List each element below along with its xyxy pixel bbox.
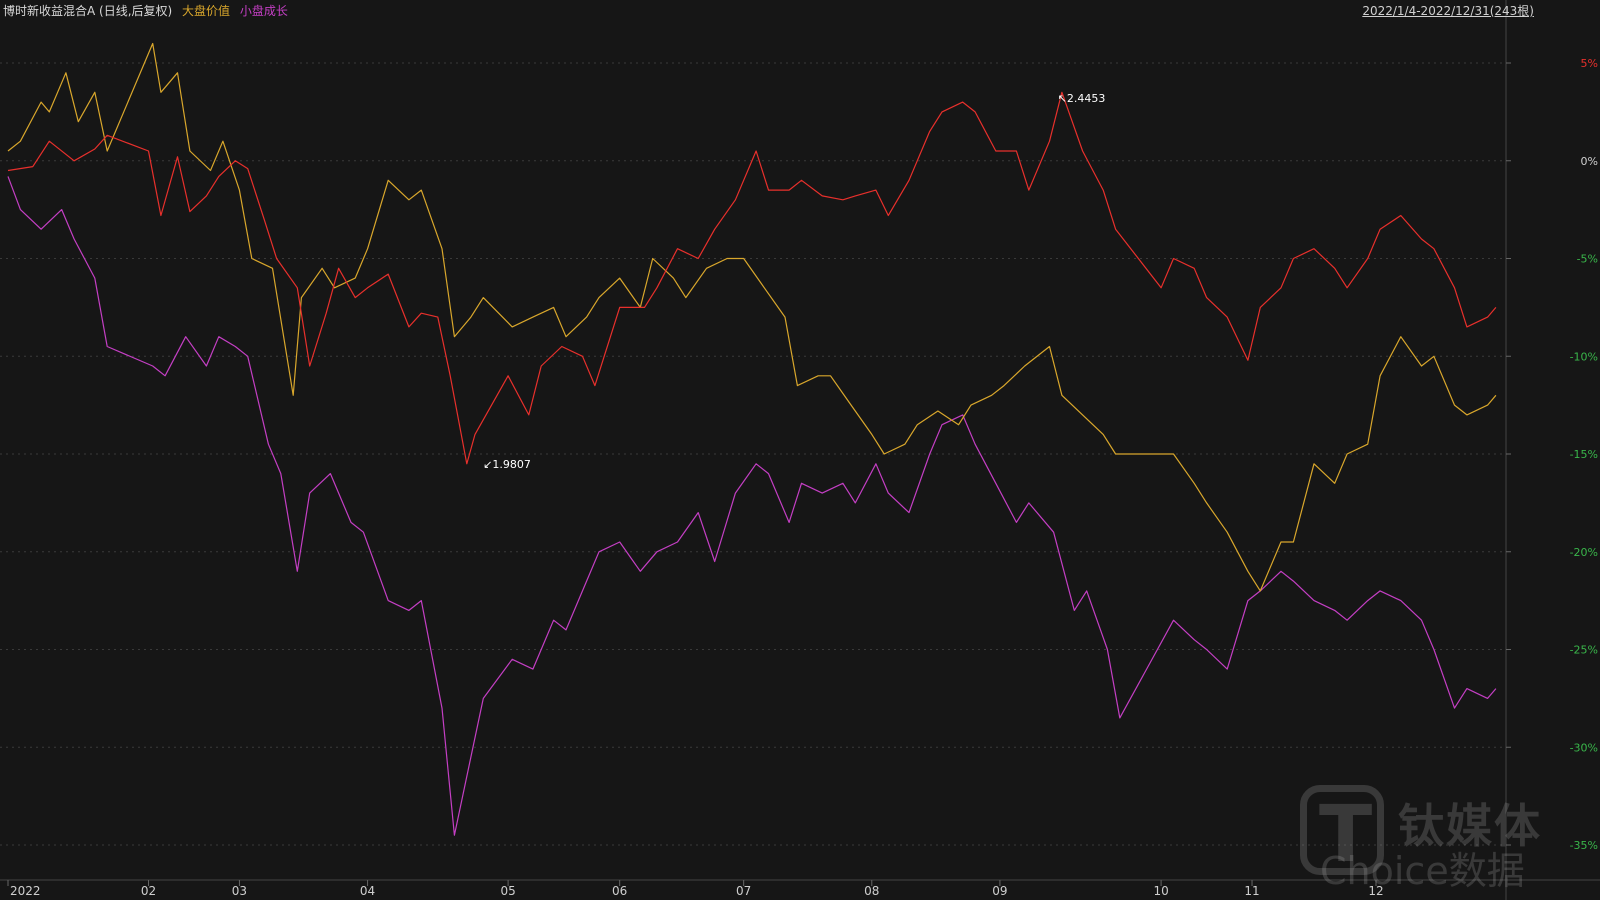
legend-row: 博时新收益混合A (日线,后复权) 大盘价值 小盘成长: [3, 2, 294, 19]
y-axis: 5% 0% -5% -10% -15% -20% -25% -30% -35%: [1505, 0, 1598, 900]
watermark-sub: Choice数据: [1320, 849, 1525, 893]
series-line-2: [7, 176, 1497, 836]
y-tick-label: -25%: [1570, 644, 1598, 657]
y-tick-label: 5%: [1581, 57, 1598, 70]
value-annotations: ↖2.4453 ↙1.9807: [483, 92, 1105, 471]
x-axis: 2022 02 03 04 05 06 07 08 09 10 11 12: [0, 879, 1600, 898]
series-lines: [7, 42, 1497, 836]
x-tick-label: 02: [141, 884, 156, 898]
x-tick-label: 07: [736, 884, 751, 898]
x-tick-label: 03: [232, 884, 247, 898]
y-tick-label: -10%: [1570, 350, 1598, 363]
y-tick-label: 0%: [1581, 155, 1598, 168]
legend-small-growth[interactable]: 小盘成长: [239, 4, 288, 18]
series-line-0: [7, 91, 1497, 465]
grid-lines: [0, 62, 1506, 846]
annotation-label: ↖2.4453: [1058, 92, 1106, 105]
watermark-logo-icon: T: [1319, 790, 1373, 880]
x-tick-label: 05: [500, 884, 515, 898]
watermark-logo-frame: [1300, 785, 1384, 875]
x-tick-label: 09: [992, 884, 1007, 898]
date-range-label[interactable]: 2022/1/4-2022/12/31(243根): [1362, 4, 1534, 18]
y-tick-label: -30%: [1570, 741, 1598, 754]
y-tick-label: -5%: [1577, 253, 1598, 266]
y-tick-label: -20%: [1570, 546, 1598, 559]
x-tick-label: 12: [1368, 884, 1383, 898]
series-line-1: [7, 42, 1497, 592]
y-tick-label: -15%: [1570, 448, 1598, 461]
x-tick-label: 11: [1244, 884, 1259, 898]
annotation-label: ↙1.9807: [483, 458, 531, 471]
x-tick-label: 2022: [10, 884, 41, 898]
x-tick-label: 04: [360, 884, 375, 898]
legend-large-value[interactable]: 大盘价值: [182, 4, 231, 18]
legend-fund[interactable]: 博时新收益混合A (日线,后复权): [3, 4, 173, 18]
x-tick-label: 06: [612, 884, 627, 898]
x-tick-label: 08: [864, 884, 879, 898]
x-tick-label: 10: [1153, 884, 1168, 898]
watermark-brand: 钛媒体: [1398, 799, 1542, 853]
y-tick-label: -35%: [1570, 839, 1598, 852]
